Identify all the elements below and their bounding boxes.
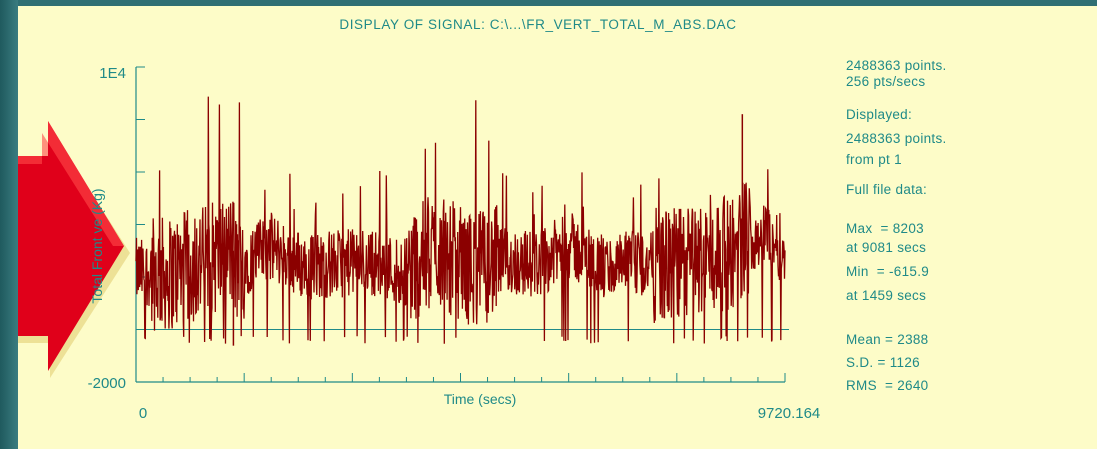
stat-rate: 256 pts/secs (846, 74, 926, 89)
stat-displayed-points: 2488363 points. (846, 131, 947, 146)
stat-max-at: at 9081 secs (846, 240, 927, 255)
signal-chart: Total Front ve (Kg) Time (secs) 1E4 -200… (18, 65, 821, 422)
signal-trace (135, 96, 786, 344)
stat-rms: RMS = 2640 (846, 378, 929, 393)
stat-displayed-label: Displayed: (846, 107, 913, 122)
y-tick-label-top: 1E4 (99, 65, 126, 82)
y-tick-label-bottom: -2000 (88, 375, 126, 392)
stat-min-at: at 1459 secs (846, 288, 927, 303)
x-axis-label: Time (secs) (444, 391, 517, 407)
stat-sd: S.D. = 1126 (846, 355, 920, 370)
signal-display-panel: DISPLAY OF SIGNAL: C:\...\FR_VERT_TOTAL_… (18, 6, 1097, 449)
stat-full-file-label: Full file data: (846, 182, 928, 197)
stat-points: 2488363 points. (846, 58, 947, 73)
x-tick-label-end: 9720.164 (758, 405, 821, 422)
stat-from-pt: from pt 1 (846, 152, 902, 167)
stat-min: Min = -615.9 (846, 264, 930, 279)
axes (135, 66, 789, 383)
slide-edge (0, 0, 18, 449)
y-axis-label: Total Front ve (Kg) (89, 188, 105, 303)
right-arrow-icon (18, 121, 130, 378)
x-tick-label-start: 0 (139, 405, 147, 422)
stat-max: Max = 8203 (846, 221, 924, 236)
stat-mean: Mean = 2388 (846, 332, 929, 347)
signal-series (135, 96, 786, 346)
chart-title: DISPLAY OF SIGNAL: C:\...\FR_VERT_TOTAL_… (339, 17, 737, 32)
